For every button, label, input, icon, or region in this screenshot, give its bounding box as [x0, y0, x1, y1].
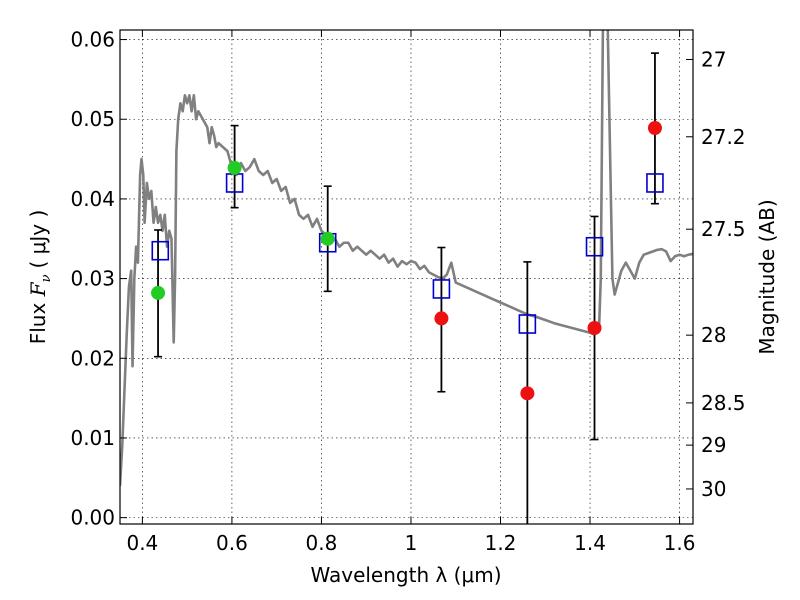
markers-layer: [151, 52, 664, 524]
x-tick-label: 1: [405, 531, 418, 555]
x-axis-label: Wavelength λ (μm): [310, 563, 501, 587]
nondetection-point: [434, 311, 449, 326]
y-tick-label: 0.06: [70, 28, 115, 52]
x-tick-label: 0.6: [216, 531, 248, 555]
x-tick-label: 1.4: [574, 531, 606, 555]
y-tick-label: 0.05: [70, 107, 115, 131]
y2-tick-label: 27.5: [701, 217, 746, 241]
y-axis-label-prefix: Flux: [26, 296, 50, 344]
y-tick-label: 0.01: [70, 426, 115, 450]
y-axis-label: Flux Fν ( μJy ): [26, 210, 54, 345]
nondetection-point: [587, 320, 602, 335]
x-tick-label: 1.6: [664, 531, 696, 555]
model-point: [646, 173, 664, 193]
detection-point: [151, 285, 166, 300]
y-tick-label: 0.02: [70, 346, 115, 370]
y2-axis-label: Magnitude (AB): [755, 199, 779, 354]
y-axis-label-units: ( μJy ): [26, 210, 50, 269]
y2-tick-label: 30: [701, 477, 726, 501]
y-tick-label: 0.03: [70, 267, 115, 291]
detection-point: [320, 231, 335, 246]
x-tick-label: 1.2: [485, 531, 517, 555]
y-tick-label: 0.04: [70, 187, 115, 211]
y2-tick-label: 28.5: [701, 391, 746, 415]
nondetection-point: [647, 121, 662, 136]
plot-frame: [119, 29, 694, 525]
nondetection-point: [520, 386, 535, 401]
detection-point: [227, 160, 242, 175]
grid: [120, 30, 693, 524]
model-point: [432, 279, 451, 299]
y-axis-label-symbol: F: [26, 281, 50, 297]
model-point: [585, 236, 604, 257]
y2-tick-label: 29: [701, 433, 726, 457]
y2-tick-label: 27.2: [701, 125, 746, 149]
axis-ticks: 0.4 0.6 0.8 1 1.2 1.4 1.6 0.00 0.01 0.02 0.03 0.04 0…: [70, 28, 745, 555]
x-tick-label: 0.4: [126, 531, 158, 555]
model-point: [518, 314, 537, 334]
y2-tick-label: 28: [701, 323, 726, 347]
y2-tick-label: 27: [701, 47, 726, 71]
y-tick-label: 0.00: [70, 506, 115, 530]
y-axis-label-subscript: ν: [39, 274, 54, 282]
x-tick-label: 0.8: [306, 531, 338, 555]
model-point: [151, 240, 170, 261]
